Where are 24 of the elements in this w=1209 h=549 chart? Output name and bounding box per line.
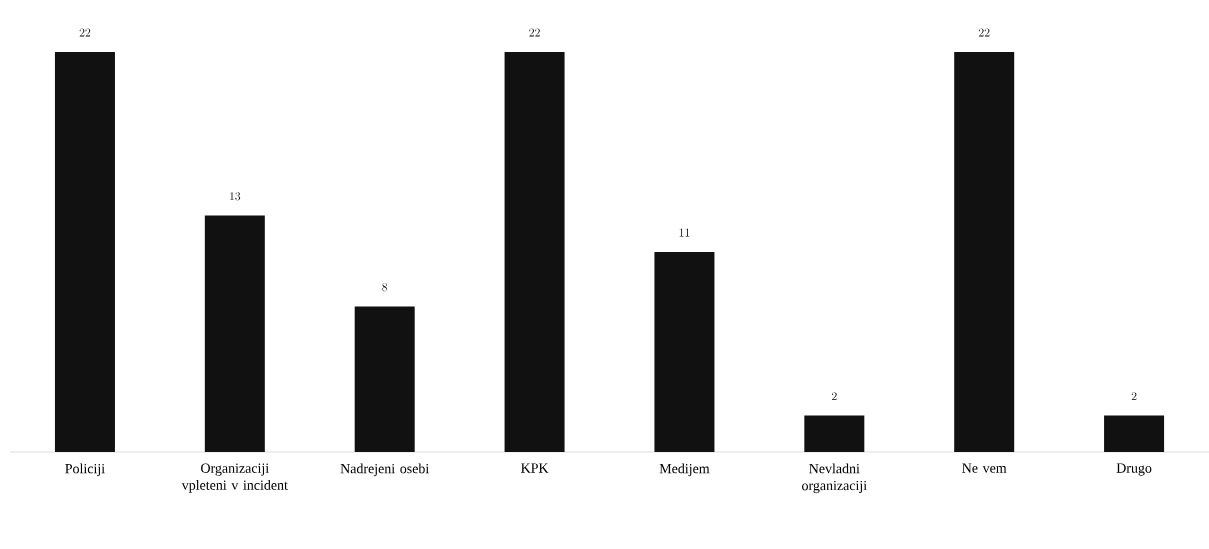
data-label: 22 <box>529 28 540 37</box>
x-tick-label: Nadrejeni osebi <box>340 463 429 477</box>
x-tick-label: KPK <box>521 463 549 473</box>
x-tick-label: Organizaciji vpleteni v incident <box>181 463 288 493</box>
x-tick-label: Medijem <box>659 463 710 477</box>
x-tick-label: Drugo <box>1116 463 1152 476</box>
data-label: 22 <box>978 28 990 37</box>
data-label: 2 <box>1131 392 1137 401</box>
bar <box>954 51 1015 452</box>
bar <box>504 51 565 452</box>
data-label: 11 <box>679 228 690 237</box>
bar <box>204 215 265 452</box>
data-label: 8 <box>382 283 388 292</box>
data-label: 22 <box>79 28 91 37</box>
data-label: 13 <box>230 192 241 201</box>
x-tick-label: Nevladni organizaciji <box>802 463 867 494</box>
bar <box>804 415 865 452</box>
x-tick-label: Policiji <box>65 463 105 477</box>
bar <box>54 51 115 452</box>
bar <box>354 306 415 452</box>
bar <box>654 251 715 452</box>
bar <box>1104 415 1165 452</box>
data-label: 2 <box>831 392 837 401</box>
x-tick-label: Ne vem <box>962 463 1007 473</box>
